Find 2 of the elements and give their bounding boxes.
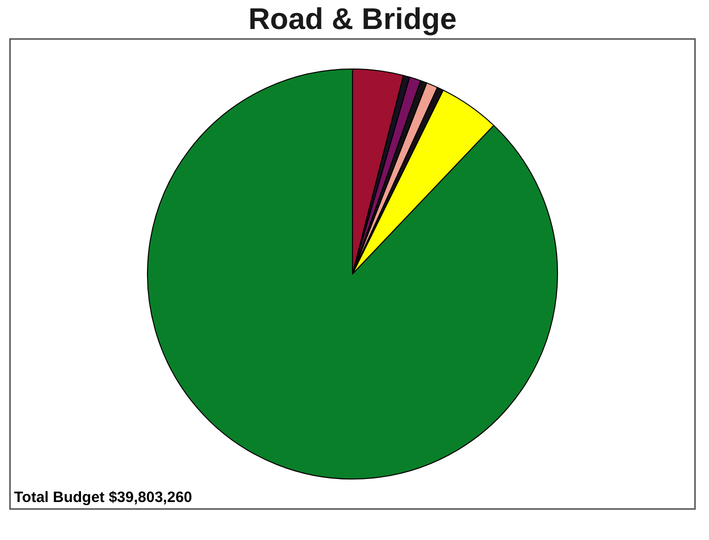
text: Total Budget $39,803,260 bbox=[14, 489, 192, 506]
chart-title: Road & Bridge bbox=[248, 3, 457, 36]
